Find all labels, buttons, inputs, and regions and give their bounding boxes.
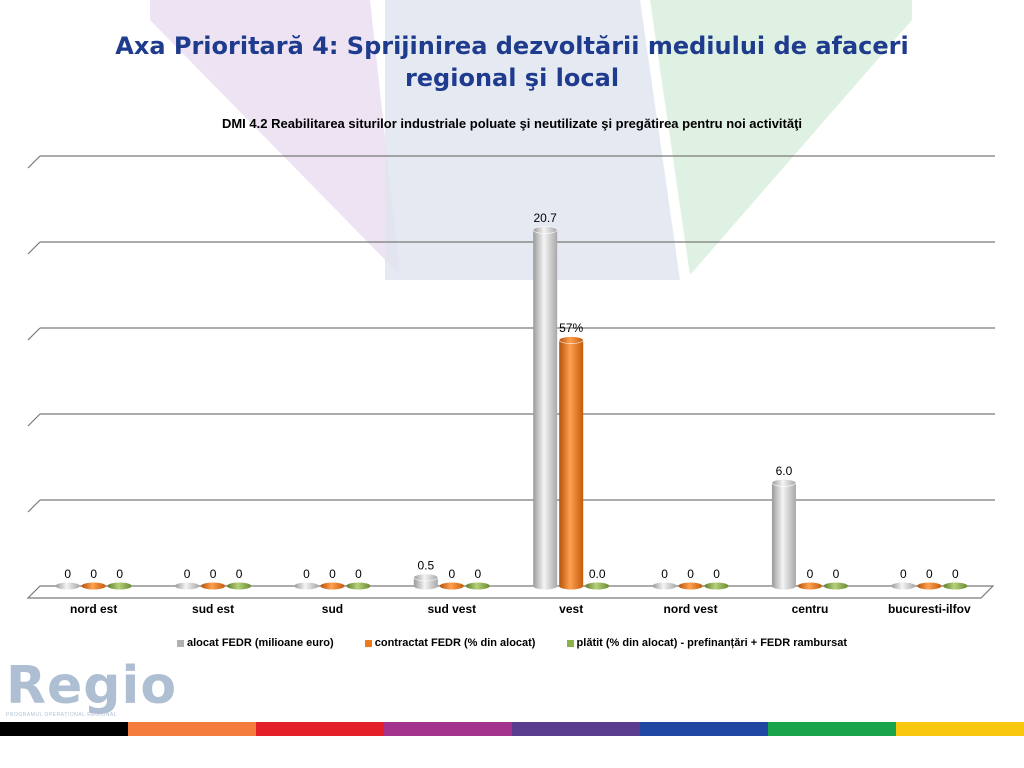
- x-tick-label: sud vest: [427, 602, 476, 616]
- page-title: Axa Prioritară 4: Sprijinirea dezvoltări…: [0, 30, 1024, 94]
- legend-item-alocat: alocat FEDR (milioane euro): [176, 637, 334, 649]
- bar-base-1: [81, 582, 106, 590]
- bar-base-0: [771, 582, 796, 590]
- bar-top-0: [532, 226, 558, 234]
- data-label: 0: [474, 567, 481, 581]
- x-tick-label: nord est: [70, 602, 117, 616]
- bar-base-1: [439, 582, 464, 590]
- data-label: 0: [355, 567, 362, 581]
- bar-top-0: [413, 573, 439, 582]
- data-label: 0: [900, 567, 907, 581]
- bar-base-1: [797, 582, 822, 590]
- bar-0: [771, 482, 796, 586]
- bar-top-1: [558, 336, 584, 344]
- bar-base-1: [917, 582, 942, 590]
- bar-base-2: [346, 582, 371, 590]
- data-label: 0: [807, 567, 814, 581]
- logo-subtext: PROGRAMUL OPERAȚIONAL REGIONAL: [6, 712, 118, 718]
- data-label: 20.7: [534, 211, 558, 225]
- chart-floor: [26, 585, 995, 599]
- stripe-segment: [384, 722, 512, 736]
- logo-text: Regio: [6, 656, 178, 716]
- legend-item-contractat: contractat FEDR (% din alocat): [364, 637, 536, 649]
- data-label: 0: [90, 567, 97, 581]
- bar-base-2: [227, 582, 252, 590]
- bar-base-0: [175, 582, 200, 590]
- legend-item-platit: plătit (% din alocat) - prefinanțări + F…: [566, 637, 848, 649]
- stripe-segment: [256, 722, 384, 736]
- bar-top-0: [771, 478, 797, 487]
- data-label: 0: [210, 567, 217, 581]
- legend-swatch-platit: [566, 639, 574, 647]
- data-label: 6.0: [776, 464, 793, 478]
- bar-base-1: [320, 582, 345, 590]
- bar-chart: nord est 0 0 0 sud est 0 0 0 sud 0 0 0 sud vest 0.5 0 0…: [26, 155, 995, 616]
- gridline-depth: [27, 499, 41, 513]
- bar-base-2: [107, 582, 132, 590]
- title-line-2: regional şi local: [404, 64, 620, 92]
- data-label: 0: [64, 567, 71, 581]
- bar-base-0: [652, 582, 677, 590]
- gridline-depth: [27, 413, 41, 427]
- legend-swatch-contractat: [364, 639, 372, 647]
- legend-label-platit: plătit (% din alocat) - prefinanțări + F…: [576, 637, 848, 649]
- bar-base-2: [823, 582, 848, 590]
- x-tick-label: sud: [322, 602, 343, 616]
- legend-label-contractat: contractat FEDR (% din alocat): [374, 637, 536, 649]
- bar-0: [413, 577, 438, 586]
- stripe-segment: [640, 722, 768, 736]
- x-tick-label: bucuresti-ilfov: [888, 602, 971, 616]
- bar-base-1: [678, 582, 703, 590]
- data-label: 0: [952, 567, 959, 581]
- data-label: 0: [303, 567, 310, 581]
- bar-0: [533, 229, 558, 586]
- data-label: 0: [236, 567, 243, 581]
- stripe-segment: [0, 722, 128, 736]
- bar-1: [559, 340, 584, 586]
- data-label: 0.5: [417, 558, 434, 572]
- data-label: 0: [926, 567, 933, 581]
- stripe-segment: [128, 722, 256, 736]
- bar-base-0: [413, 582, 438, 590]
- chart-legend: alocat FEDR (milioane euro) contractat F…: [0, 637, 1024, 649]
- data-label: 57%: [559, 321, 583, 335]
- x-tick-label: sud est: [192, 602, 234, 616]
- data-label: 0: [184, 567, 191, 581]
- bar-base-2: [943, 582, 968, 590]
- data-label: 0: [833, 567, 840, 581]
- bar-base-0: [55, 582, 80, 590]
- data-label: 0: [448, 567, 455, 581]
- bar-base-1: [559, 582, 584, 590]
- bar-base-0: [891, 582, 916, 590]
- bar-base-0: [533, 582, 558, 590]
- data-label: 0: [687, 567, 694, 581]
- data-label: 0: [713, 567, 720, 581]
- chart-title: DMI 4.2 Reabilitarea siturilor industria…: [221, 116, 803, 131]
- legend-swatch-alocat: [176, 639, 184, 647]
- stripe-segment: [512, 722, 640, 736]
- gridline-depth: [27, 155, 41, 169]
- stripe-segment: [896, 722, 1024, 736]
- bar-base-2: [585, 582, 610, 590]
- bar-base-2: [465, 582, 490, 590]
- footer-color-stripe: [0, 722, 1024, 736]
- x-tick-label: nord vest: [664, 602, 718, 616]
- title-line-1: Axa Prioritară 4: Sprijinirea dezvoltări…: [115, 32, 909, 60]
- gridline-depth: [27, 327, 41, 341]
- legend-label-alocat: alocat FEDR (milioane euro): [186, 637, 334, 649]
- data-label: 0.0: [589, 567, 606, 581]
- x-tick-label: centru: [792, 602, 829, 616]
- gridline-depth: [27, 241, 41, 255]
- bar-base-0: [294, 582, 319, 590]
- regio-logo: Regio: [6, 660, 177, 712]
- data-label: 0: [329, 567, 336, 581]
- stripe-segment: [768, 722, 896, 736]
- data-label: 0: [116, 567, 123, 581]
- bar-base-1: [201, 582, 226, 590]
- data-label: 0: [661, 567, 668, 581]
- bar-base-2: [704, 582, 729, 590]
- x-tick-label: vest: [559, 602, 583, 616]
